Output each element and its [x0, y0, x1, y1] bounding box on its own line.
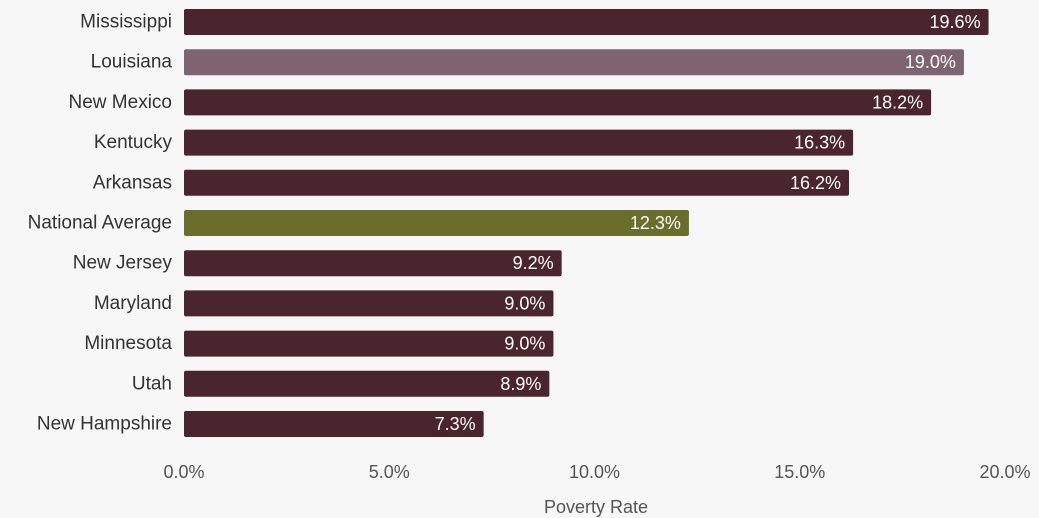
- value-label-arkansas: 16.2%: [790, 173, 841, 193]
- value-label-new-mexico: 18.2%: [872, 92, 923, 112]
- x-axis-ticks-group: 0.0% 5.0% 10.0% 15.0% 20.0%: [163, 462, 1030, 482]
- category-label-utah: Utah: [132, 373, 172, 394]
- value-label-utah: 8.9%: [500, 374, 541, 394]
- value-label-mississippi: 19.6%: [930, 12, 981, 32]
- category-label-louisiana: Louisiana: [91, 52, 173, 73]
- bar-utah: [184, 370, 550, 397]
- value-label-minnesota: 9.0%: [504, 334, 545, 354]
- category-label-arkansas: Arkansas: [93, 172, 172, 193]
- bar-kentucky: [184, 129, 854, 156]
- value-label-kentucky: 16.3%: [794, 133, 845, 153]
- category-label-mississippi: Mississippi: [80, 12, 172, 33]
- bar-new-jersey: [184, 250, 562, 277]
- category-label-new-jersey: New Jersey: [73, 253, 173, 274]
- category-label-national-average: National Average: [28, 213, 172, 234]
- bar-arkansas: [184, 169, 850, 196]
- bar-louisiana: [184, 49, 964, 76]
- x-tick-label: 0.0%: [163, 462, 204, 482]
- bar-maryland: [184, 290, 554, 317]
- value-label-louisiana: 19.0%: [905, 52, 956, 72]
- bar-minnesota: [184, 330, 554, 357]
- bar-national-average: [184, 210, 689, 236]
- x-tick-label: 20.0%: [979, 462, 1030, 482]
- x-tick-label: 10.0%: [569, 462, 620, 482]
- bar-new-mexico: [184, 89, 932, 116]
- x-tick-label: 15.0%: [774, 462, 825, 482]
- category-label-new-mexico: New Mexico: [69, 92, 172, 113]
- value-label-new-jersey: 9.2%: [513, 253, 554, 273]
- bar-mississippi: [184, 9, 989, 35]
- category-label-maryland: Maryland: [94, 293, 172, 314]
- category-labels-group: Mississippi Louisiana New Mexico Kentucky Ar…: [28, 12, 173, 435]
- bar-new-hampshire: [184, 411, 484, 437]
- value-label-new-hampshire: 7.3%: [435, 414, 476, 434]
- category-label-minnesota: Minnesota: [84, 333, 172, 354]
- value-label-maryland: 9.0%: [504, 293, 545, 313]
- x-axis-title: Poverty Rate: [544, 497, 648, 517]
- value-label-national-average: 12.3%: [630, 213, 681, 233]
- category-label-kentucky: Kentucky: [94, 132, 173, 153]
- bars-group: [184, 9, 989, 437]
- category-label-new-hampshire: New Hampshire: [37, 414, 172, 435]
- value-labels-group: 19.6% 19.0% 18.2% 16.3% 16.2% 12.3% 9.2% 9.0% 9.…: [435, 12, 981, 434]
- x-tick-label: 5.0%: [369, 462, 410, 482]
